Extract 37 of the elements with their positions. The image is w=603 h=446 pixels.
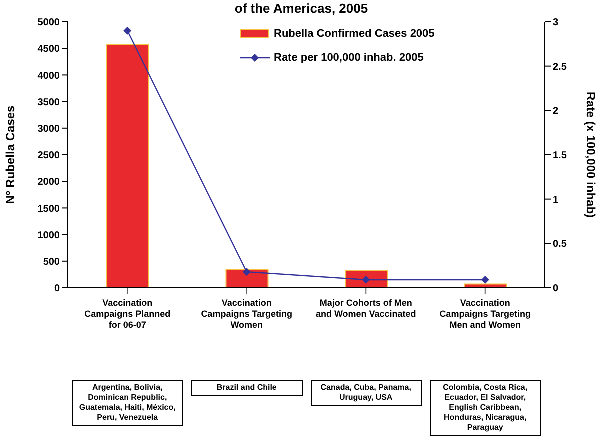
point xyxy=(242,268,251,276)
y2-tick-label: 0.5 xyxy=(553,239,568,250)
text: Canada, Cuba, Panama, Uruguay, USA xyxy=(310,380,422,406)
legend-label: Rubella Confirmed Cases 2005 xyxy=(274,28,435,40)
x-tick-label: Vaccination Campaigns Targeting Women xyxy=(201,298,293,330)
x-tick-label: Vaccination Campaigns Planned for 06-07 xyxy=(84,298,171,330)
y-tick-label: 0 xyxy=(54,284,60,295)
text: Argentina, Bolivia, Dominican Republic, Guatemala, Haiti, México, Peru, Venezuela xyxy=(72,380,184,426)
y2-tick-label: 1.5 xyxy=(553,150,568,162)
y-tick-label: 4000 xyxy=(38,70,60,82)
y2-tick-label: 1 xyxy=(553,194,559,206)
point xyxy=(481,276,490,284)
y-axis-title: Nº Rubella Cases xyxy=(3,105,18,204)
y-tick-label: 5000 xyxy=(38,18,60,29)
y2-tick-label: 2.5 xyxy=(553,62,568,73)
text: Brazil and Chile xyxy=(191,380,302,396)
y-tick-label: 1000 xyxy=(38,230,60,242)
point xyxy=(124,26,132,35)
point xyxy=(362,276,370,284)
x-tick-label: Vaccination Campaigns Targeting Men and Women xyxy=(440,298,532,330)
y-tick-label: 2500 xyxy=(38,150,60,162)
legend-label: Rate per 100,000 inhab. 2005 xyxy=(274,52,424,64)
bar xyxy=(226,269,269,288)
chart-title: of the Americas, 2005 xyxy=(234,1,370,16)
y-tick-label: 3000 xyxy=(38,124,60,135)
y-tick-label: 2000 xyxy=(38,177,60,188)
y2-tick-label: 0 xyxy=(553,284,559,295)
y-tick-label: 500 xyxy=(43,256,60,268)
text: Colombia, Costa Rica, Ecuador, El Salvador, English Caribbean, Honduras, Nicaragua, Paraguay xyxy=(430,380,541,436)
y-tick-label: 3500 xyxy=(38,97,60,108)
y-tick-label: 4500 xyxy=(38,44,60,56)
y2-axis-title: Rate (x 100,000 inhab) xyxy=(584,92,598,218)
y2-tick-label: 2 xyxy=(553,106,559,118)
bar xyxy=(106,44,150,288)
y-tick-label: 1500 xyxy=(38,204,60,215)
y2-tick-label: 3 xyxy=(553,18,559,29)
x-tick-label: Major Cohorts of Men and Women Vaccinated xyxy=(316,298,416,319)
